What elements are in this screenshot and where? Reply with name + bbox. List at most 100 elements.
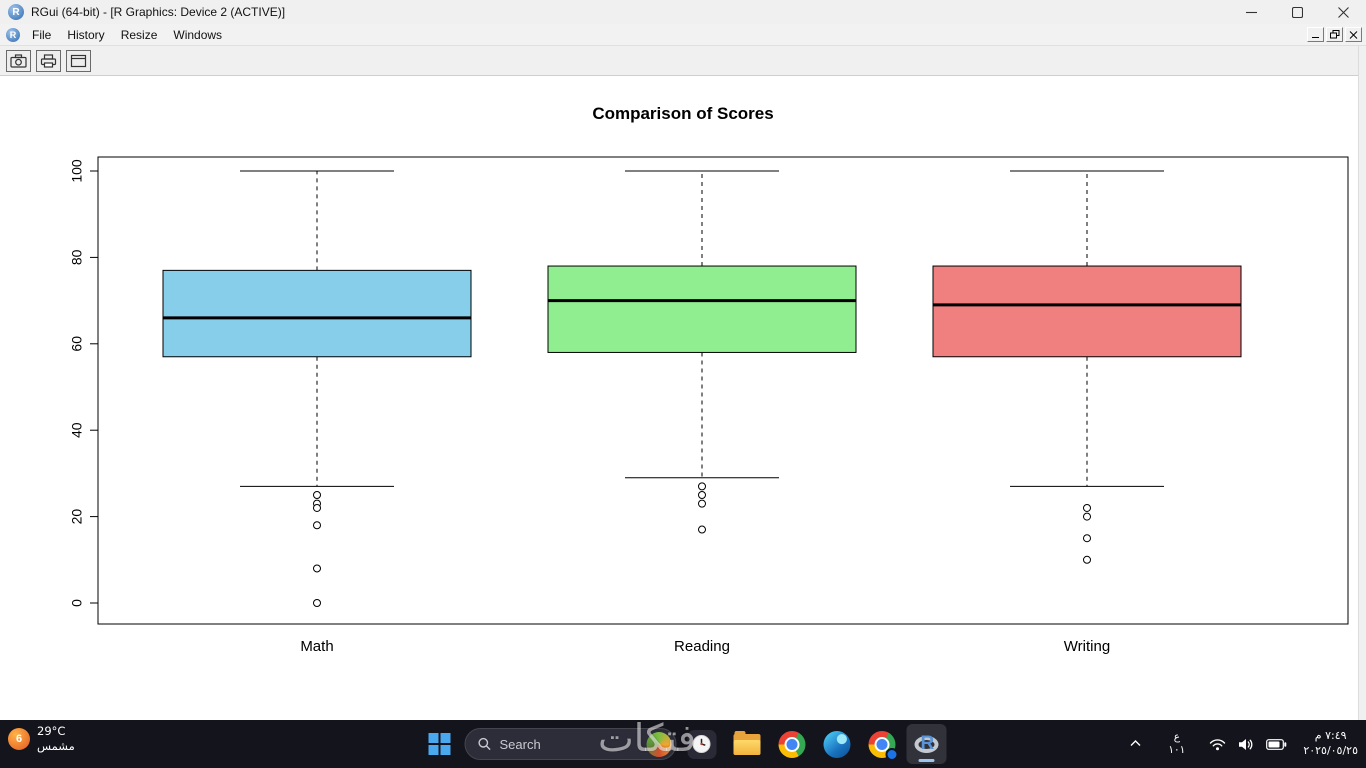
chrome-profile-icon — [868, 730, 898, 761]
menubar: R File History Resize Windows — [0, 24, 1366, 46]
minimize-icon — [1245, 11, 1257, 13]
tray-clock[interactable]: ٧:٤٩ م ٢٠٢٥/٠٥/٢٥ — [1303, 729, 1358, 759]
camera-toolbar-button[interactable] — [6, 49, 31, 72]
outlier-point — [1083, 534, 1091, 543]
profile-badge — [885, 747, 898, 761]
menu-file[interactable]: File — [32, 27, 52, 42]
taskbar-center: Search — [420, 720, 947, 768]
taskbar-app-rgui[interactable]: R — [906, 724, 947, 764]
language-layout: ١٠١ — [1168, 744, 1186, 756]
outlier-point — [1083, 512, 1091, 521]
boxplot-reading: Reading — [547, 170, 857, 655]
outlier-point — [313, 499, 321, 508]
window-toolbar-button[interactable] — [66, 49, 91, 72]
minimize-icon — [1312, 36, 1319, 38]
outlier-point — [313, 491, 321, 499]
search-highlight-image — [646, 731, 672, 757]
mdi-close-button[interactable] — [1345, 27, 1362, 42]
battery-icon — [1266, 738, 1287, 750]
search-icon — [478, 737, 491, 751]
y-tick-label: 20 — [69, 509, 85, 525]
outlier-point — [1083, 555, 1091, 564]
iqr-box — [547, 265, 857, 353]
y-tick-label: 80 — [69, 249, 85, 265]
volume-icon — [1239, 738, 1253, 750]
weather-text: 29°C مشمس — [37, 724, 75, 754]
battery-button[interactable] — [1266, 738, 1287, 750]
outlier-point — [313, 503, 321, 512]
start-button[interactable] — [420, 724, 460, 764]
menu-resize[interactable]: Resize — [120, 27, 158, 42]
outlier-point — [313, 521, 321, 530]
rgui-icon: R — [912, 730, 942, 758]
maximize-icon — [1291, 6, 1303, 18]
mdi-window-controls — [1307, 27, 1362, 42]
weather-condition: مشمس — [37, 738, 75, 753]
wifi-icon — [1210, 738, 1226, 750]
category-label: Writing — [1064, 638, 1110, 655]
outlier-point — [698, 499, 706, 508]
taskbar-app-file-explorer[interactable] — [727, 724, 767, 764]
print-toolbar-button[interactable] — [36, 49, 61, 72]
taskbar-app-edge[interactable] — [817, 724, 857, 764]
tray-chevron-button[interactable] — [1129, 738, 1142, 750]
close-icon — [1337, 6, 1349, 18]
chart-title: Comparison of Scores — [592, 104, 774, 123]
category-label: Reading — [674, 638, 730, 655]
menu-history[interactable]: History — [67, 27, 105, 42]
menu-windows[interactable]: Windows — [173, 27, 223, 42]
window-controls — [1228, 0, 1366, 24]
graphics-device-canvas: Comparison of Scores 0 20 40 60 80 100 Math Rea… — [0, 76, 1366, 720]
taskbar-app-chrome[interactable] — [772, 724, 812, 764]
weather-icon: 6 — [8, 727, 30, 750]
titlebar: R RGui (64-bit) - [R Graphics: Device 2 … — [0, 0, 1366, 24]
y-tick-label: 40 — [69, 422, 85, 438]
maximize-button[interactable] — [1274, 0, 1320, 24]
graphics-toolbar — [0, 46, 1366, 76]
restore-icon — [1329, 30, 1339, 39]
search-label: Search — [499, 736, 541, 752]
taskbar-app-clock[interactable] — [682, 724, 722, 764]
volume-button[interactable] — [1238, 738, 1254, 751]
outlier-point — [698, 525, 706, 534]
boxplot-writing: Writing — [932, 170, 1242, 655]
taskbar: 6 29°C مشمس Search — [0, 720, 1366, 768]
system-tray: ع ١٠١ — [1129, 720, 1358, 768]
y-tick-label: 60 — [69, 336, 85, 352]
iqr-box — [162, 269, 472, 358]
language-indicator[interactable]: ع ١٠١ — [1168, 731, 1185, 756]
r-logo-icon: R — [6, 27, 20, 42]
clock-app-icon — [687, 729, 716, 759]
mdi-minimize-button[interactable] — [1307, 27, 1324, 42]
language-script: ع — [1173, 731, 1180, 744]
minimize-button[interactable] — [1228, 0, 1274, 24]
chrome-icon — [778, 730, 805, 758]
active-app-indicator — [918, 759, 935, 762]
wifi-button[interactable] — [1209, 738, 1226, 751]
window-icon — [70, 54, 87, 67]
plot-frame — [97, 156, 1349, 625]
y-tick-label: 100 — [69, 159, 85, 183]
tray-time: ٧:٤٩ م — [1314, 729, 1347, 743]
windows-start-icon — [428, 733, 451, 755]
file-explorer-icon — [733, 730, 760, 755]
mdi-restore-button[interactable] — [1326, 27, 1343, 42]
taskbar-weather-widget[interactable]: 6 29°C مشمس — [8, 724, 75, 754]
y-tick-label: 0 — [69, 599, 85, 607]
camera-icon — [10, 53, 27, 68]
outlier-point — [698, 482, 706, 491]
outlier-point — [698, 491, 706, 499]
close-button[interactable] — [1320, 0, 1366, 24]
category-label: Math — [300, 638, 333, 655]
taskbar-app-chrome-profile[interactable] — [862, 724, 902, 764]
close-icon — [1349, 30, 1358, 39]
boxplot-chart: 0 20 40 60 80 100 Math Reading Writing — [69, 156, 1349, 655]
r-logo-icon: R — [8, 4, 24, 20]
iqr-box — [932, 265, 1242, 358]
outlier-point — [313, 599, 321, 607]
search-box[interactable]: Search — [464, 728, 677, 760]
chevron-up-icon — [1130, 740, 1141, 746]
outlier-point — [313, 564, 321, 573]
tray-date: ٢٠٢٥/٠٥/٢٥ — [1303, 744, 1358, 757]
